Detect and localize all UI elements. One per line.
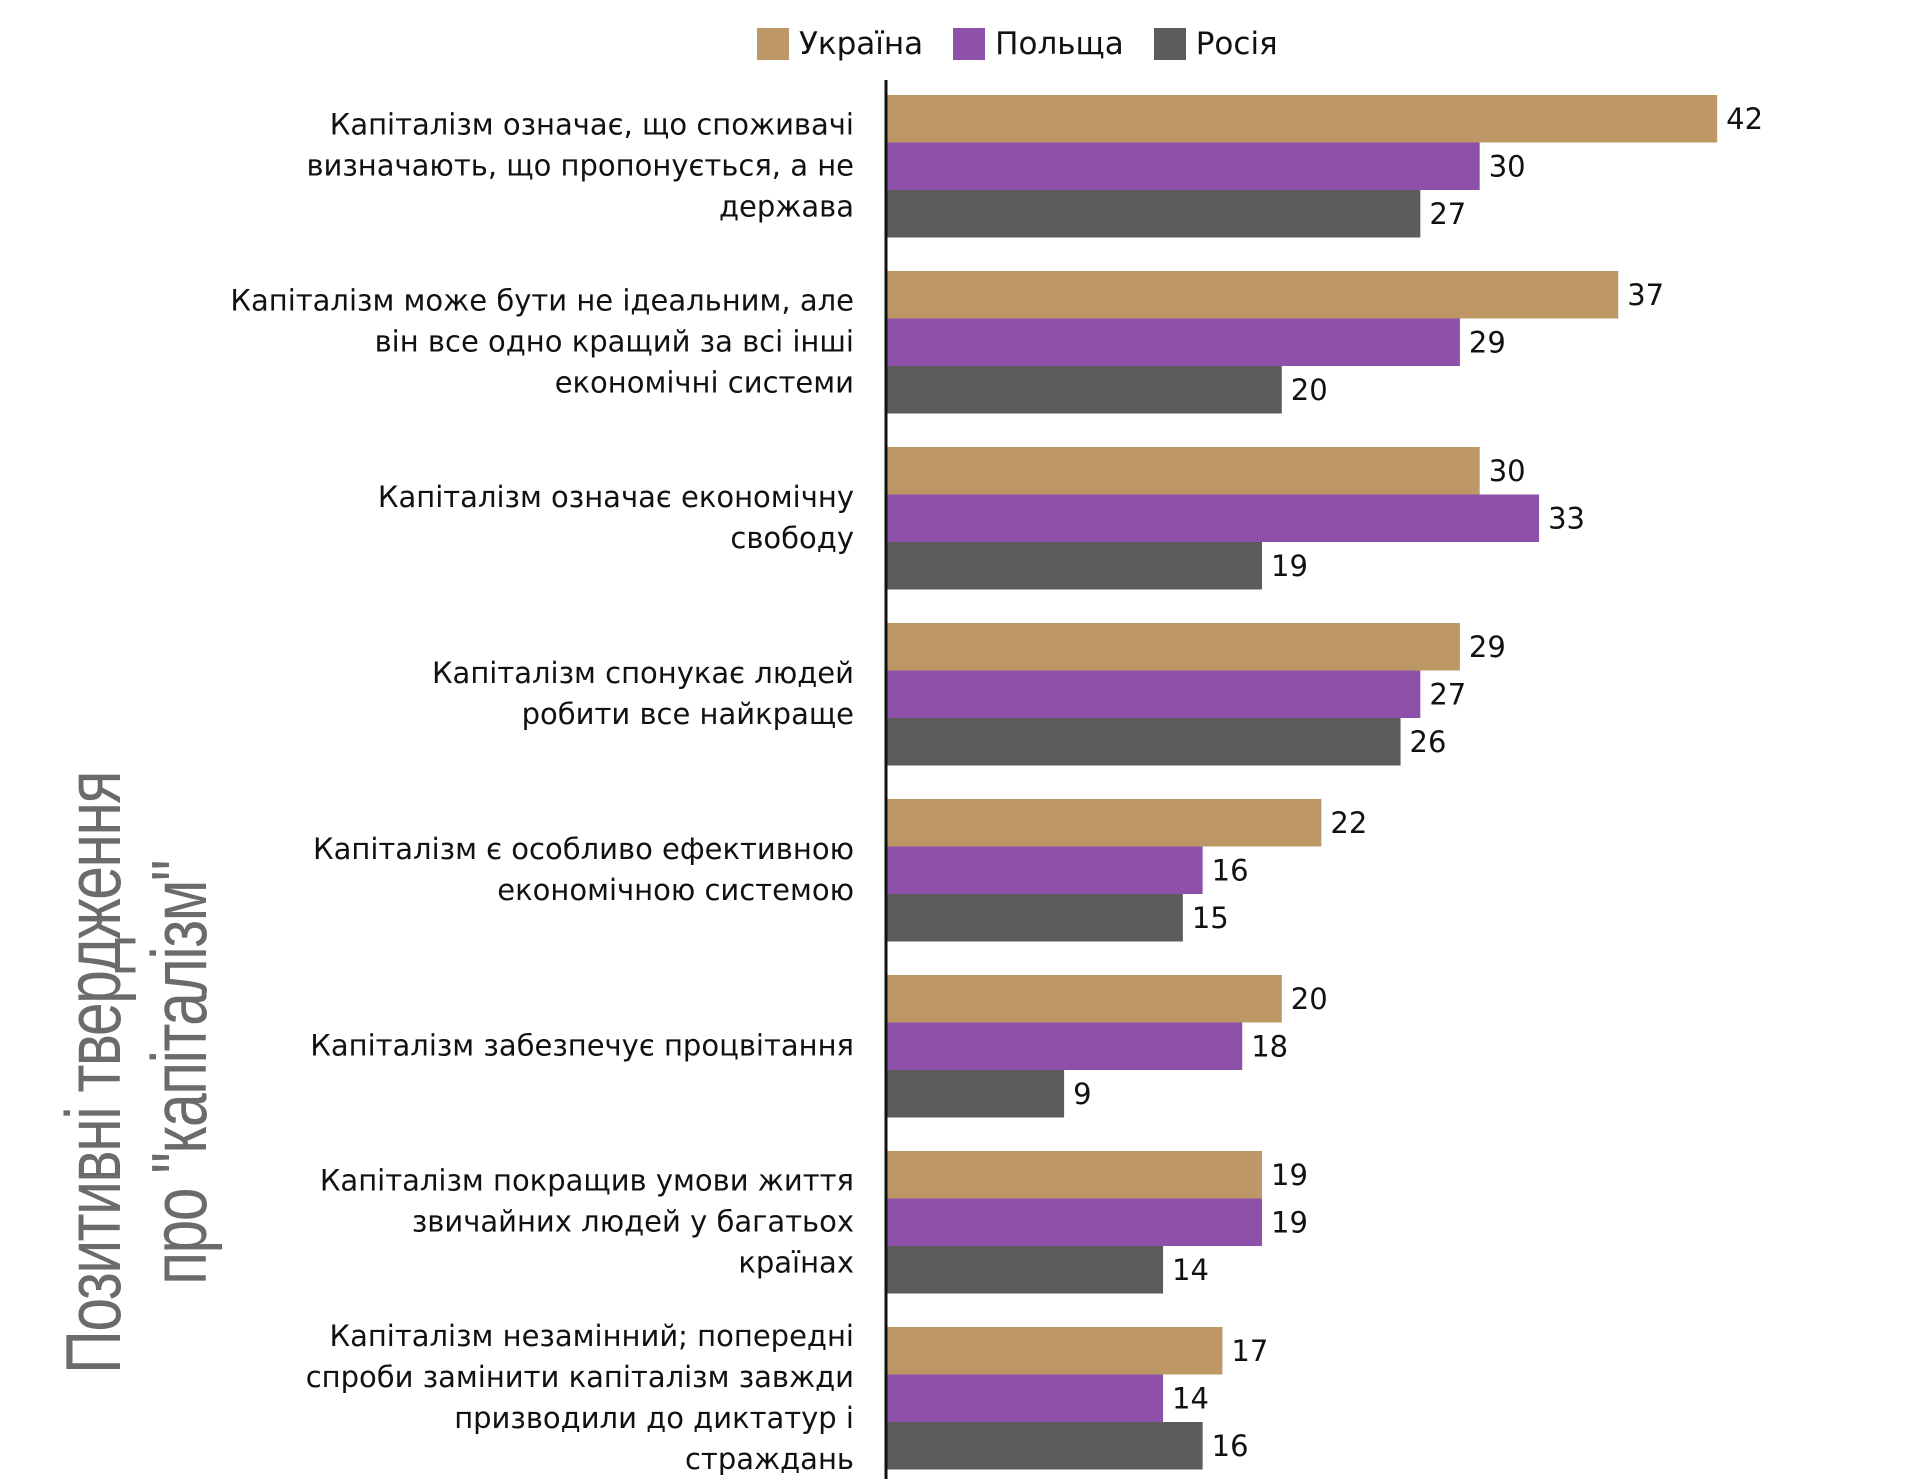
bar xyxy=(886,623,1460,671)
legend: Україна Польща Росія xyxy=(757,26,1308,62)
data-label: 18 xyxy=(1251,1029,1288,1063)
data-label: 9 xyxy=(1073,1077,1091,1111)
bar xyxy=(886,494,1540,542)
bar xyxy=(886,1374,1164,1422)
legend-swatch xyxy=(953,28,986,60)
bar xyxy=(886,846,1203,894)
category-label-line: економічні системи xyxy=(554,365,854,400)
bar xyxy=(886,718,1401,766)
data-label: 20 xyxy=(1291,373,1328,407)
bar xyxy=(886,542,1263,590)
bar xyxy=(886,366,1282,414)
category-label-line: спроби замінити капіталізм завжди xyxy=(305,1360,854,1395)
bar xyxy=(886,1070,1065,1118)
category-label-line: страждань xyxy=(684,1442,854,1477)
data-label: 27 xyxy=(1429,677,1466,711)
data-label: 26 xyxy=(1410,725,1447,759)
bar xyxy=(886,190,1421,238)
data-label: 22 xyxy=(1330,806,1367,840)
category-label: Капіталізм є особливо ефективною економіч… xyxy=(154,829,854,911)
bar xyxy=(886,975,1282,1023)
data-label: 19 xyxy=(1271,1158,1308,1192)
category-label-line: економічною системою xyxy=(497,873,854,908)
data-label: 14 xyxy=(1172,1381,1209,1415)
data-label: 29 xyxy=(1469,630,1506,664)
data-label: 14 xyxy=(1172,1253,1209,1287)
data-label: 30 xyxy=(1489,454,1526,488)
data-label: 33 xyxy=(1548,501,1585,535)
legend-label: Україна xyxy=(799,26,924,62)
data-label: 37 xyxy=(1627,278,1664,312)
data-label: 19 xyxy=(1271,1205,1308,1239)
category-label-line: Капіталізм може бути не ідеальним, але xyxy=(230,283,854,318)
category-label-line: Капіталізм покращив умови життя xyxy=(319,1163,854,1198)
legend-swatch xyxy=(1153,28,1186,60)
legend-item: Україна xyxy=(757,26,923,62)
legend-item: Польща xyxy=(953,26,1124,62)
data-label: 42 xyxy=(1726,102,1763,136)
bar xyxy=(886,142,1480,190)
data-label: 27 xyxy=(1429,197,1466,231)
bar xyxy=(886,1246,1164,1294)
category-label: Капіталізм може бути не ідеальним, але ві… xyxy=(154,281,854,404)
bar xyxy=(886,1422,1203,1470)
category-label-line: Капіталізм спонукає людей xyxy=(431,656,854,691)
category-label: Капіталізм означає економічну свободу xyxy=(154,477,854,559)
bar xyxy=(886,799,1322,847)
bar xyxy=(886,1198,1263,1246)
data-label: 17 xyxy=(1231,1334,1268,1368)
data-label: 16 xyxy=(1212,853,1249,887)
bar xyxy=(886,1151,1263,1199)
category-label-line: Капіталізм означає економічну xyxy=(377,480,854,515)
bar xyxy=(886,670,1421,718)
category-label-line: він все одно кращий за всі інші xyxy=(374,324,854,359)
category-label-line: Капіталізм забезпечує процвітання xyxy=(310,1028,854,1063)
category-label-line: визначають, що пропонується, а не xyxy=(306,148,854,183)
category-label: Капіталізм покращив умови життя звичайних… xyxy=(154,1161,854,1284)
category-label-line: Капіталізм є особливо ефективною xyxy=(313,832,854,867)
category-label-line: Капіталізм незамінний; попередні xyxy=(329,1319,854,1354)
legend-label: Польща xyxy=(995,26,1124,62)
category-label-line: свободу xyxy=(730,521,854,556)
category-label-line: країнах xyxy=(738,1245,854,1280)
data-label: 20 xyxy=(1291,982,1328,1016)
legend-swatch xyxy=(757,28,789,60)
bar xyxy=(886,1327,1223,1375)
category-label: Капіталізм спонукає людей робити все найк… xyxy=(154,653,854,735)
bar xyxy=(886,318,1460,366)
bar xyxy=(886,447,1480,495)
category-label: Капіталізм забезпечує процвітання xyxy=(154,1026,854,1067)
legend-label: Росія xyxy=(1195,26,1278,62)
data-label: 29 xyxy=(1469,325,1506,359)
category-label-line: держава xyxy=(718,189,854,224)
data-label: 19 xyxy=(1271,549,1308,583)
category-label-line: Капіталізм означає, що споживачі xyxy=(329,107,854,142)
data-label: 30 xyxy=(1489,149,1526,183)
category-label-line: звичайних людей у багатьох xyxy=(411,1204,854,1239)
category-label: Капіталізм незамінний; попередні спроби з… xyxy=(154,1316,854,1480)
category-label-line: робити все найкраще xyxy=(521,697,854,732)
bar xyxy=(886,271,1619,319)
legend-item: Росія xyxy=(1153,26,1278,62)
category-label: Капіталізм означає, що споживачі визначаю… xyxy=(154,105,854,228)
category-label-line: призводили до диктатур і xyxy=(454,1401,854,1436)
bar xyxy=(886,1022,1243,1070)
data-label: 16 xyxy=(1212,1429,1249,1463)
bar xyxy=(886,95,1718,143)
data-label: 15 xyxy=(1192,901,1229,935)
bar xyxy=(886,894,1183,942)
